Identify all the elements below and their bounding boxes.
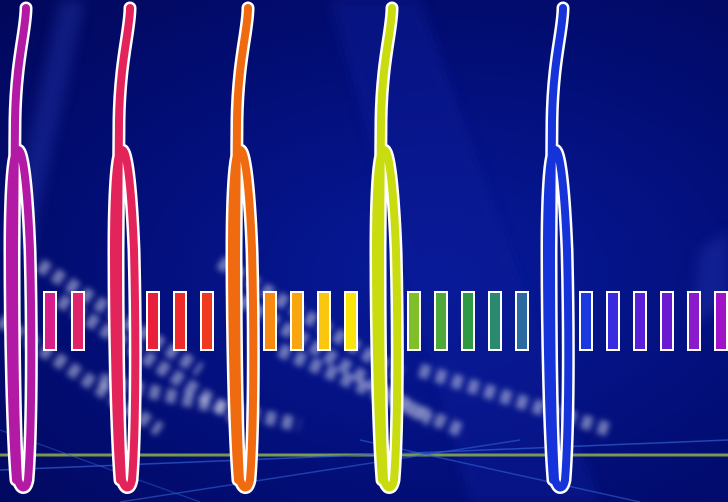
color-bars [43,291,728,351]
color-bar [344,291,358,351]
color-bar [687,291,701,351]
color-bar [200,291,214,351]
color-bar [434,291,448,351]
hook-glyph-icon [3,1,38,494]
color-bar [579,291,593,351]
color-bar [515,291,529,351]
color-bar [633,291,647,351]
hook-glyph-icon [225,1,260,494]
color-bar [407,291,421,351]
hook-glyph-icon [369,1,404,494]
color-bar [714,291,728,351]
color-bar [461,291,475,351]
color-bar [317,291,331,351]
light-streak [36,259,204,376]
color-bar [71,291,85,351]
light-streak [56,294,244,426]
color-bar [146,291,160,351]
color-bar [606,291,620,351]
floor-lines [0,429,728,502]
color-bar [173,291,187,351]
color-bar [290,291,304,351]
bar-group [43,291,85,351]
hook-glyph-icon [540,1,575,494]
color-bar [263,291,277,351]
bar-group [407,291,529,351]
color-bar [488,291,502,351]
color-bar [660,291,674,351]
color-bar [43,291,57,351]
bar-group [146,291,214,351]
hook-glyph-icon [107,1,142,494]
bar-group [579,291,728,351]
bar-group [263,291,358,351]
hook-glyphs [3,1,575,494]
